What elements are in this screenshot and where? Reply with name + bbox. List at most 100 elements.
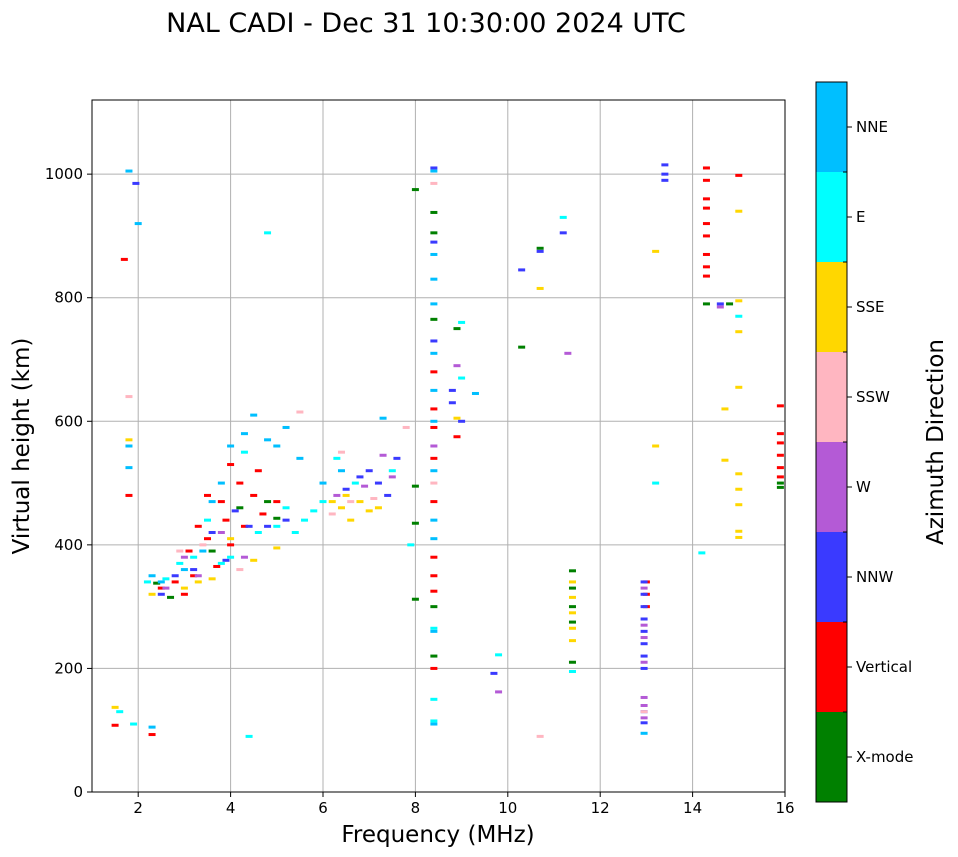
data-point [194,574,202,578]
colorbar-segment-ssw [816,352,847,442]
data-point [430,537,438,541]
data-point [204,518,211,522]
plot-area [92,100,786,793]
data-point [356,475,364,479]
data-point [430,456,438,460]
data-point [568,626,576,630]
data-point [254,531,262,534]
y-tick-label: 1000 [45,165,83,183]
data-point [227,444,235,448]
series-x-mode [153,188,784,664]
colorbar-tick-label: Vertical [856,658,912,676]
data-point [245,734,253,738]
data-point [217,481,225,485]
x-tick-label: 8 [411,799,421,817]
data-point [430,629,438,633]
data-point [568,620,576,624]
data-point [640,636,648,640]
data-point [148,725,156,729]
data-point [171,580,179,584]
data-point [735,487,743,491]
x-tick-label: 2 [133,799,143,817]
colorbar-tick-label: SSW [856,388,890,406]
data-point [640,586,648,590]
data-point [430,518,438,522]
colorbar-segment-nnw [816,532,847,622]
data-point [776,441,784,445]
data-point [250,413,258,417]
data-point [495,653,503,657]
data-point [702,265,710,269]
data-point [453,435,461,439]
data-point [568,639,576,643]
x-axis-label: Frequency (MHz) [341,822,534,848]
colorbar-tick-label: W [856,478,871,496]
y-axis-label: Virtual height (km) [9,338,35,555]
data-point [726,302,734,306]
data-point [384,493,392,497]
data-point [194,580,202,584]
series-e [116,215,743,738]
data-point [716,305,724,309]
colorbar-frame [815,81,848,803]
data-point [735,299,743,303]
data-point [157,592,165,596]
chart-title: NAL CADI - Dec 31 10:30:00 2024 UTC [166,8,686,39]
data-point [536,249,544,253]
plot-frame [91,99,786,793]
data-point [180,555,188,559]
colorbar-tick-label: NNE [856,118,888,136]
data-point [180,592,188,596]
data-point [185,549,193,553]
data-point [162,577,170,581]
x-tick-label: 14 [683,799,702,817]
data-point [430,444,438,448]
y-tick-label: 0 [73,783,83,801]
data-point [568,611,576,615]
data-point [361,484,369,488]
data-point [254,469,262,473]
data-point [490,671,498,675]
data-point [776,475,784,479]
data-point [568,670,576,674]
data-point [347,500,355,504]
data-point [393,456,401,460]
data-point [208,531,216,534]
data-point [125,395,133,399]
data-point [227,555,235,559]
data-point [291,531,299,534]
data-point [448,401,456,405]
data-point [735,330,743,334]
data-point [661,163,669,167]
data-point [132,181,140,185]
data-point [190,568,198,572]
data-point [448,388,456,392]
data-point [640,592,648,596]
data-point [536,734,544,738]
data-point [231,509,239,513]
data-point [568,595,576,599]
y-tick-label: 400 [54,536,83,554]
data-point [337,469,345,473]
data-point [652,481,660,485]
data-point [125,444,133,448]
data-point [702,302,710,306]
data-point [333,493,341,497]
data-point [640,666,648,670]
data-point [171,574,179,578]
data-point [559,215,567,219]
data-point [776,404,784,408]
data-point [176,549,184,553]
data-point [194,524,202,528]
data-point [430,605,438,609]
data-point [453,327,461,331]
data-point [153,581,161,585]
data-point [273,546,281,550]
x-tick-label: 16 [775,799,794,817]
data-point [351,481,359,485]
data-point [370,497,378,501]
data-point [702,274,710,278]
data-point [222,518,230,522]
colorbar-tick-label: E [856,208,865,226]
y-tick-label: 200 [54,659,83,677]
